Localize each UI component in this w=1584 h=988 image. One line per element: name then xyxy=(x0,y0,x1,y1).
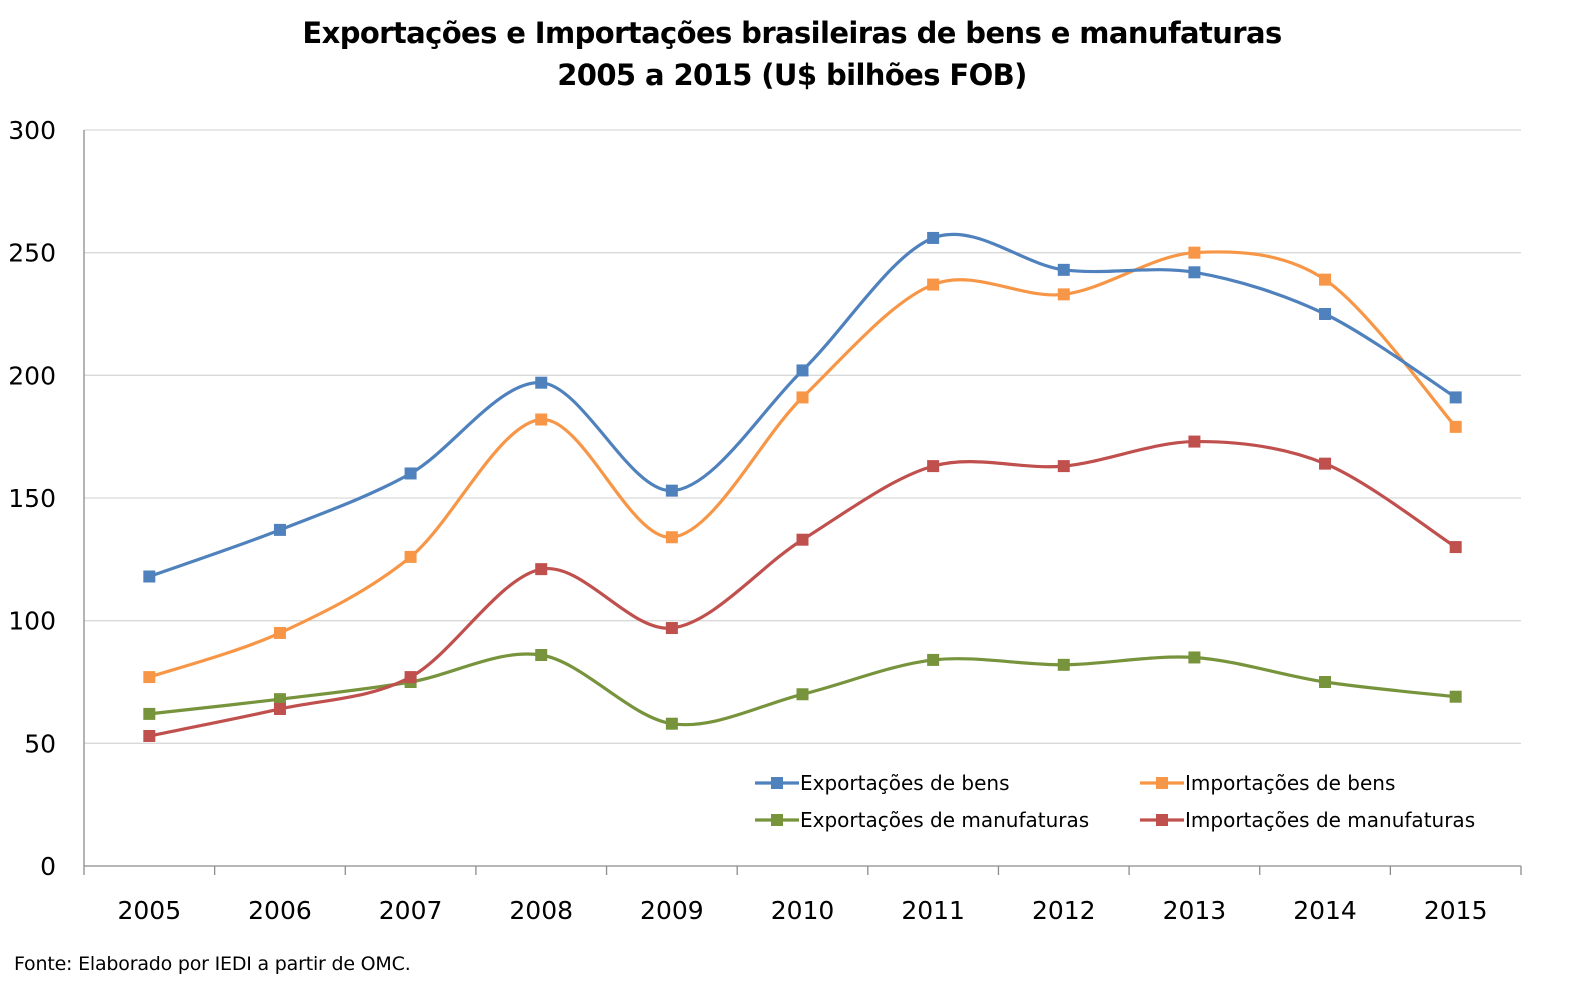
data-point xyxy=(535,649,548,662)
y-tick-label: 100 xyxy=(8,607,56,636)
data-point xyxy=(273,693,286,706)
legend-item: Importações de bens xyxy=(1140,771,1395,795)
legend-label: Importações de manufaturas xyxy=(1185,808,1475,832)
y-tick-label: 0 xyxy=(40,852,56,881)
series-line xyxy=(147,250,1458,679)
x-tick-label: 2007 xyxy=(379,896,443,925)
x-tick-label: 2009 xyxy=(640,896,704,925)
x-tick-label: 2012 xyxy=(1032,896,1096,925)
gridlines xyxy=(84,129,1521,744)
data-point xyxy=(404,467,417,480)
data-point xyxy=(927,231,940,244)
chart-title: Exportações e Importações brasileiras de… xyxy=(0,12,1584,96)
data-point xyxy=(1188,266,1201,279)
data-point xyxy=(1319,273,1332,286)
data-point xyxy=(1057,658,1070,671)
legend-marker xyxy=(1156,777,1168,789)
legend-marker xyxy=(1156,814,1168,826)
y-tick-label: 300 xyxy=(8,116,56,145)
data-point xyxy=(927,460,940,473)
data-point xyxy=(1188,435,1201,448)
y-tick-label: 200 xyxy=(8,361,56,390)
data-point xyxy=(1057,288,1070,301)
series-3 xyxy=(143,435,1462,742)
data-point xyxy=(535,413,548,426)
series-line xyxy=(147,232,1458,579)
data-point xyxy=(273,702,286,715)
legend-label: Exportações de manufaturas xyxy=(800,808,1089,832)
x-tick-label: 2013 xyxy=(1163,896,1227,925)
x-tick-label: 2008 xyxy=(509,896,573,925)
series-2 xyxy=(143,649,1462,730)
x-tick-label: 2014 xyxy=(1293,896,1357,925)
data-point xyxy=(1188,246,1201,259)
series-1 xyxy=(143,246,1462,684)
chart-title-line1: Exportações e Importações brasileiras de… xyxy=(302,16,1282,50)
legend-marker xyxy=(771,777,783,789)
chart-title-line2: 2005 a 2015 (U$ bilhões FOB) xyxy=(557,58,1027,92)
data-point xyxy=(1319,457,1332,470)
data-point xyxy=(143,570,156,583)
data-point xyxy=(927,653,940,666)
legend: Exportações de bens Importações de bens Ex… xyxy=(755,771,1475,832)
data-point xyxy=(796,533,809,546)
data-point xyxy=(665,484,678,497)
data-point xyxy=(535,563,548,576)
data-point xyxy=(796,391,809,404)
x-tick-label: 2005 xyxy=(118,896,182,925)
data-point xyxy=(1057,263,1070,276)
data-point xyxy=(665,622,678,635)
source-note: Fonte: Elaborado por IEDI a partir de OM… xyxy=(14,953,411,975)
data-point xyxy=(273,626,286,639)
data-point xyxy=(1449,690,1462,703)
legend-marker xyxy=(771,814,783,826)
y-tick-label: 150 xyxy=(8,484,56,513)
data-point xyxy=(404,671,417,684)
data-point xyxy=(665,531,678,544)
data-point xyxy=(1188,651,1201,664)
series-0 xyxy=(143,231,1462,583)
data-point xyxy=(927,278,940,291)
data-point xyxy=(1449,541,1462,554)
legend-item: Exportações de manufaturas xyxy=(755,808,1089,832)
data-point xyxy=(1449,391,1462,404)
data-point xyxy=(1319,676,1332,688)
legend-item: Exportações de bens xyxy=(755,771,1010,795)
data-point xyxy=(665,717,678,730)
x-tick-label: 2006 xyxy=(248,896,312,925)
x-tick-label: 2010 xyxy=(771,896,835,925)
series-group xyxy=(143,231,1462,742)
legend-label: Exportações de bens xyxy=(800,771,1010,795)
data-point xyxy=(1057,460,1070,473)
data-point xyxy=(796,364,809,377)
axes: 0 50 100 150 200 250 300 2005 2006 2007 2008 2009 20… xyxy=(8,116,1522,925)
y-tick-label: 50 xyxy=(24,729,56,758)
data-point xyxy=(143,729,156,742)
data-point xyxy=(1449,420,1462,433)
data-point xyxy=(535,376,548,389)
x-tick-label: 2015 xyxy=(1424,896,1488,925)
data-point xyxy=(1319,308,1332,320)
data-point xyxy=(143,707,156,720)
data-point xyxy=(143,671,156,684)
y-tick-label: 250 xyxy=(8,239,56,268)
x-tick-label: 2011 xyxy=(901,896,965,925)
data-point xyxy=(404,550,417,563)
legend-item: Importações de manufaturas xyxy=(1140,808,1475,832)
data-point xyxy=(273,523,286,536)
legend-label: Importações de bens xyxy=(1185,771,1395,795)
data-point xyxy=(796,688,809,701)
